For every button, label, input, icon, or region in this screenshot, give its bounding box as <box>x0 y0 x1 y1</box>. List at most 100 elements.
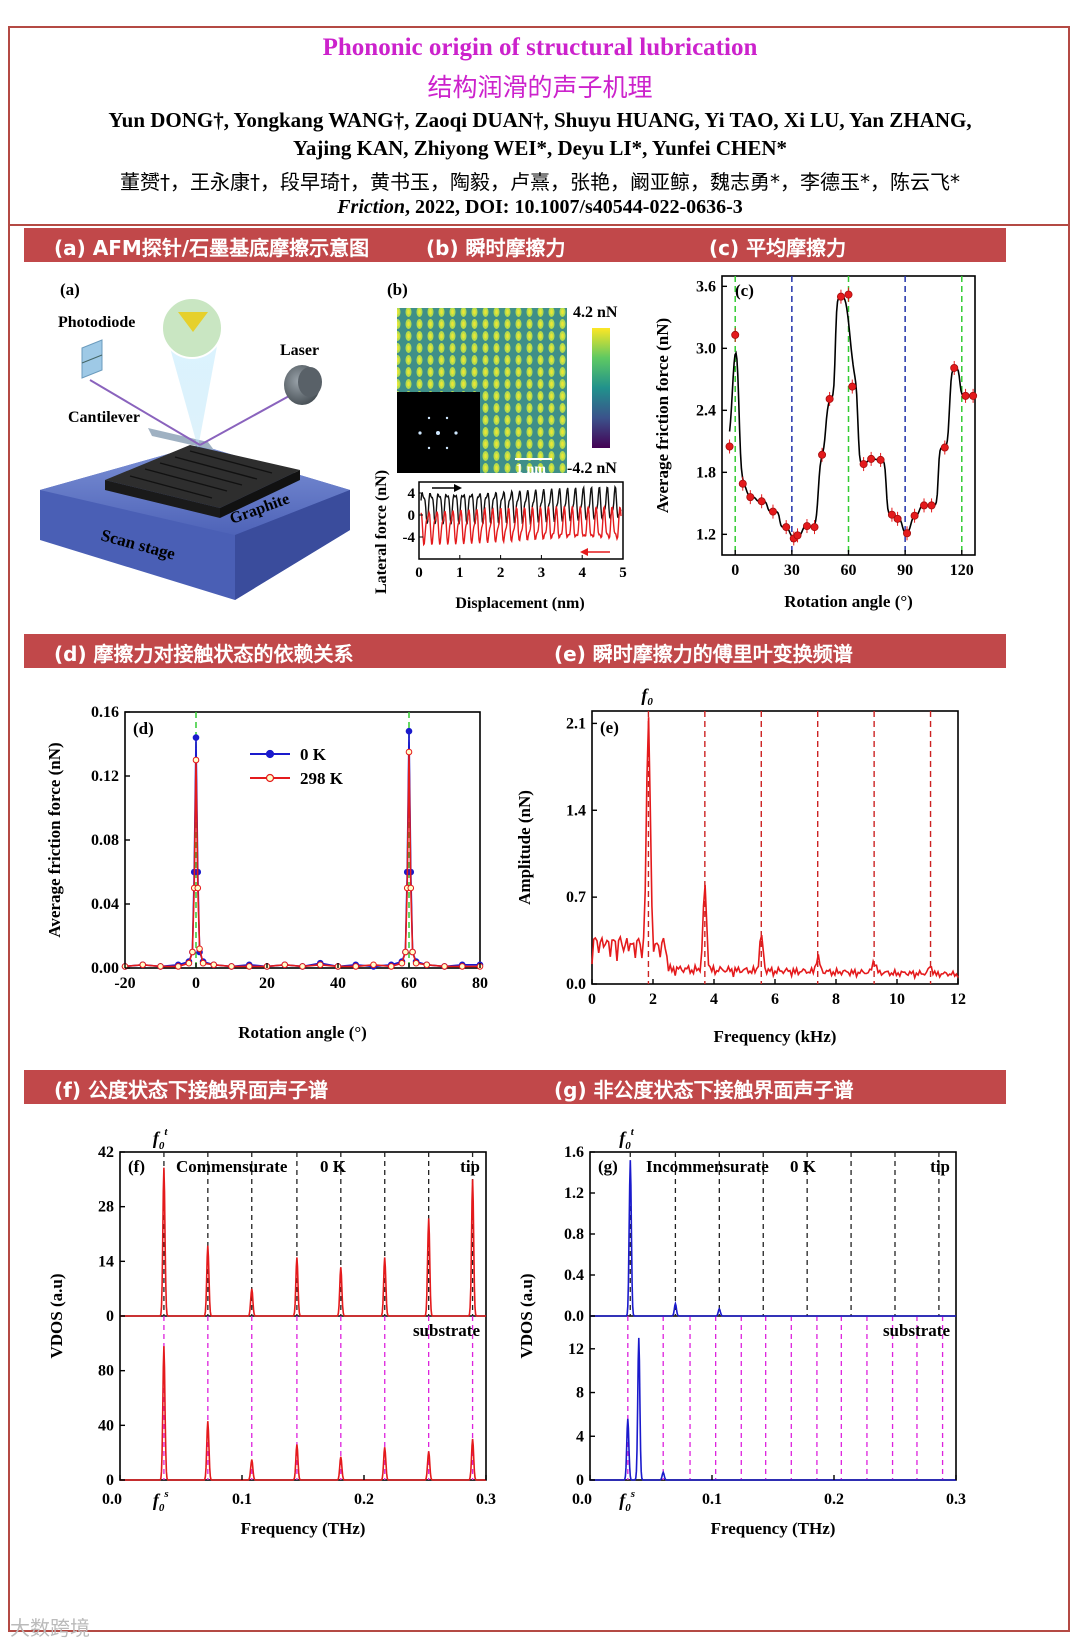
chart-d-ytick-label: 0.08 <box>91 832 119 849</box>
lateral-force-axes <box>418 481 624 560</box>
chart-f-f0s-annotation: f0s <box>153 1488 169 1514</box>
chart-d-legend-label: 298 K <box>300 769 344 788</box>
section-title-g: (g) 非公度状态下接触界面声子谱 <box>554 1078 854 1102</box>
chart-e-ytick-label: 2.1 <box>566 715 586 732</box>
chart-d-point <box>194 884 202 892</box>
scale-bar-label: 1 nm <box>516 462 546 477</box>
chart-e-ylabel: Amplitude (nN) <box>515 790 534 905</box>
chart-g-xtick-label: 0.2 <box>824 1491 844 1508</box>
graphite-side <box>105 480 220 518</box>
chart-f-tip-spectrum <box>120 1167 486 1317</box>
chart-c-point <box>859 460 868 469</box>
chart-c-ylabel: Average friction force (nN) <box>653 318 672 513</box>
chart-d-point <box>409 948 416 956</box>
chart-g-state-label: Incommensurate <box>646 1157 769 1176</box>
title-english: Phononic origin of structural lubricatio… <box>322 34 758 61</box>
chart-f-substrate-spectrum <box>120 1346 486 1481</box>
chart-d-xtick-label: 0 <box>192 975 200 992</box>
lateral-force-trace-backward <box>420 504 622 547</box>
chart-d-point <box>407 884 415 892</box>
chart-g-f0s-annotation: f0s <box>619 1488 635 1514</box>
chart-g-panel-label: (g) <box>598 1157 618 1176</box>
chart-d-xtick-label: -20 <box>114 975 135 992</box>
chart-f-bottom-ytick-label: 80 <box>98 1363 114 1380</box>
chart-d-point <box>185 959 193 967</box>
section-title-c: (c) 平均摩擦力 <box>709 236 847 260</box>
chart-c-ytick-label: 1.8 <box>696 464 716 481</box>
authors-english-line2: Yajing KAN, Zhiyong WEI*, Deyu LI*, Yunf… <box>293 136 787 160</box>
chart-g-bottom-ytick-label: 4 <box>576 1428 584 1445</box>
cantilever-label: Cantilever <box>68 409 140 426</box>
chart-c-point <box>867 454 876 463</box>
chart-c-point <box>725 442 734 451</box>
tip-atoms <box>178 312 208 332</box>
chart-g-top-ytick-label: 0.8 <box>564 1226 584 1243</box>
chart-e-xtick-label: 10 <box>889 991 905 1008</box>
chart-c-point <box>782 523 791 532</box>
chart-c-xtick-label: 120 <box>950 562 974 579</box>
chart-c-point <box>738 479 747 488</box>
chart-d-point <box>157 963 164 970</box>
chart-d-point <box>423 961 431 969</box>
scan-stage-side <box>235 490 350 600</box>
chart-c-point <box>836 292 845 301</box>
chart-d-point <box>199 959 207 967</box>
chart-c-ytick-label: 1.2 <box>696 526 716 543</box>
panel-b-label: (b) <box>387 280 408 299</box>
chart-d-ytick-label: 0.12 <box>91 768 119 785</box>
chart-g-top-ytick-label: 1.2 <box>564 1185 584 1202</box>
chart-c-point <box>940 443 949 452</box>
section-title-d: (d) 摩擦力对接触状态的依赖关系 <box>54 642 354 666</box>
chart-d-point <box>189 948 196 956</box>
chart-c-ytick-label: 2.4 <box>696 402 716 419</box>
chart-g-substrate-spectrum <box>590 1337 956 1481</box>
chart-c-xtick-label: 60 <box>841 562 857 579</box>
section-band-row2: (d) 摩擦力对接触状态的依赖关系 (e) 瞬时摩擦力的傅里叶变换频谱 <box>24 634 1006 668</box>
chart-d-point <box>139 961 147 969</box>
photodiode-split <box>81 354 103 364</box>
section-title-e: (e) 瞬时摩擦力的傅里叶变换频谱 <box>554 642 853 666</box>
chart-f-top-ytick-label: 42 <box>98 1144 114 1161</box>
chart-e-ytick-label: 0.0 <box>566 976 586 993</box>
chart-f-xtick-label: 0.1 <box>232 1491 252 1508</box>
chart-f-xlabel: Frequency (THz) <box>241 1519 366 1538</box>
laser-front <box>298 367 322 397</box>
chart-f-top-ytick-label: 0 <box>106 1308 114 1325</box>
chart-c-point <box>876 455 885 464</box>
chart-c-point <box>848 382 857 391</box>
chart-c-point <box>920 501 929 510</box>
panel-a-label: (a) <box>60 280 80 299</box>
fft-spots <box>418 416 458 450</box>
chart-d-point <box>352 963 360 970</box>
chart-d-series-line <box>124 731 480 968</box>
lateral-force-xtick-label: 4 <box>578 565 586 581</box>
chart-d-point <box>370 961 377 969</box>
lateral-force-xlabel: Displacement (nm) <box>455 595 584 612</box>
chart-c-point <box>818 450 827 459</box>
chart-c-point <box>825 394 834 403</box>
backward-arrow-head <box>580 548 588 556</box>
chart-c-point <box>927 501 936 510</box>
chart-d-xtick-label: 20 <box>259 975 275 992</box>
chart-c-point <box>910 511 919 520</box>
lateral-force-xtick-label: 1 <box>456 565 464 581</box>
section-title-b: (b) 瞬时摩擦力 <box>426 236 566 260</box>
chart-c-point <box>768 507 777 516</box>
lateral-force-yticks: 4 0 -4 <box>403 486 423 546</box>
chart-d-point <box>405 748 413 756</box>
chart-g-top-ytick-label: 1.6 <box>564 1144 584 1161</box>
chart-d-legend-marker <box>265 749 275 759</box>
title-chinese: 结构润滑的声子机理 <box>427 73 653 102</box>
chart-f-top-ytick-label: 28 <box>98 1199 114 1216</box>
chart-d-point <box>196 945 203 953</box>
chart-d-point <box>299 963 306 970</box>
chart-g-tip-label: tip <box>930 1157 950 1176</box>
graphite-sample <box>105 445 300 508</box>
chart-c-point <box>844 290 853 299</box>
chart-f-bottom-ytick-label: 40 <box>98 1417 114 1434</box>
chart-g-tip-spectrum <box>590 1160 956 1317</box>
chart-c-point <box>969 391 978 400</box>
chart-d-point <box>192 734 200 741</box>
chart-d-point <box>174 963 182 970</box>
chart-d-ytick-label: 0.16 <box>91 704 119 721</box>
